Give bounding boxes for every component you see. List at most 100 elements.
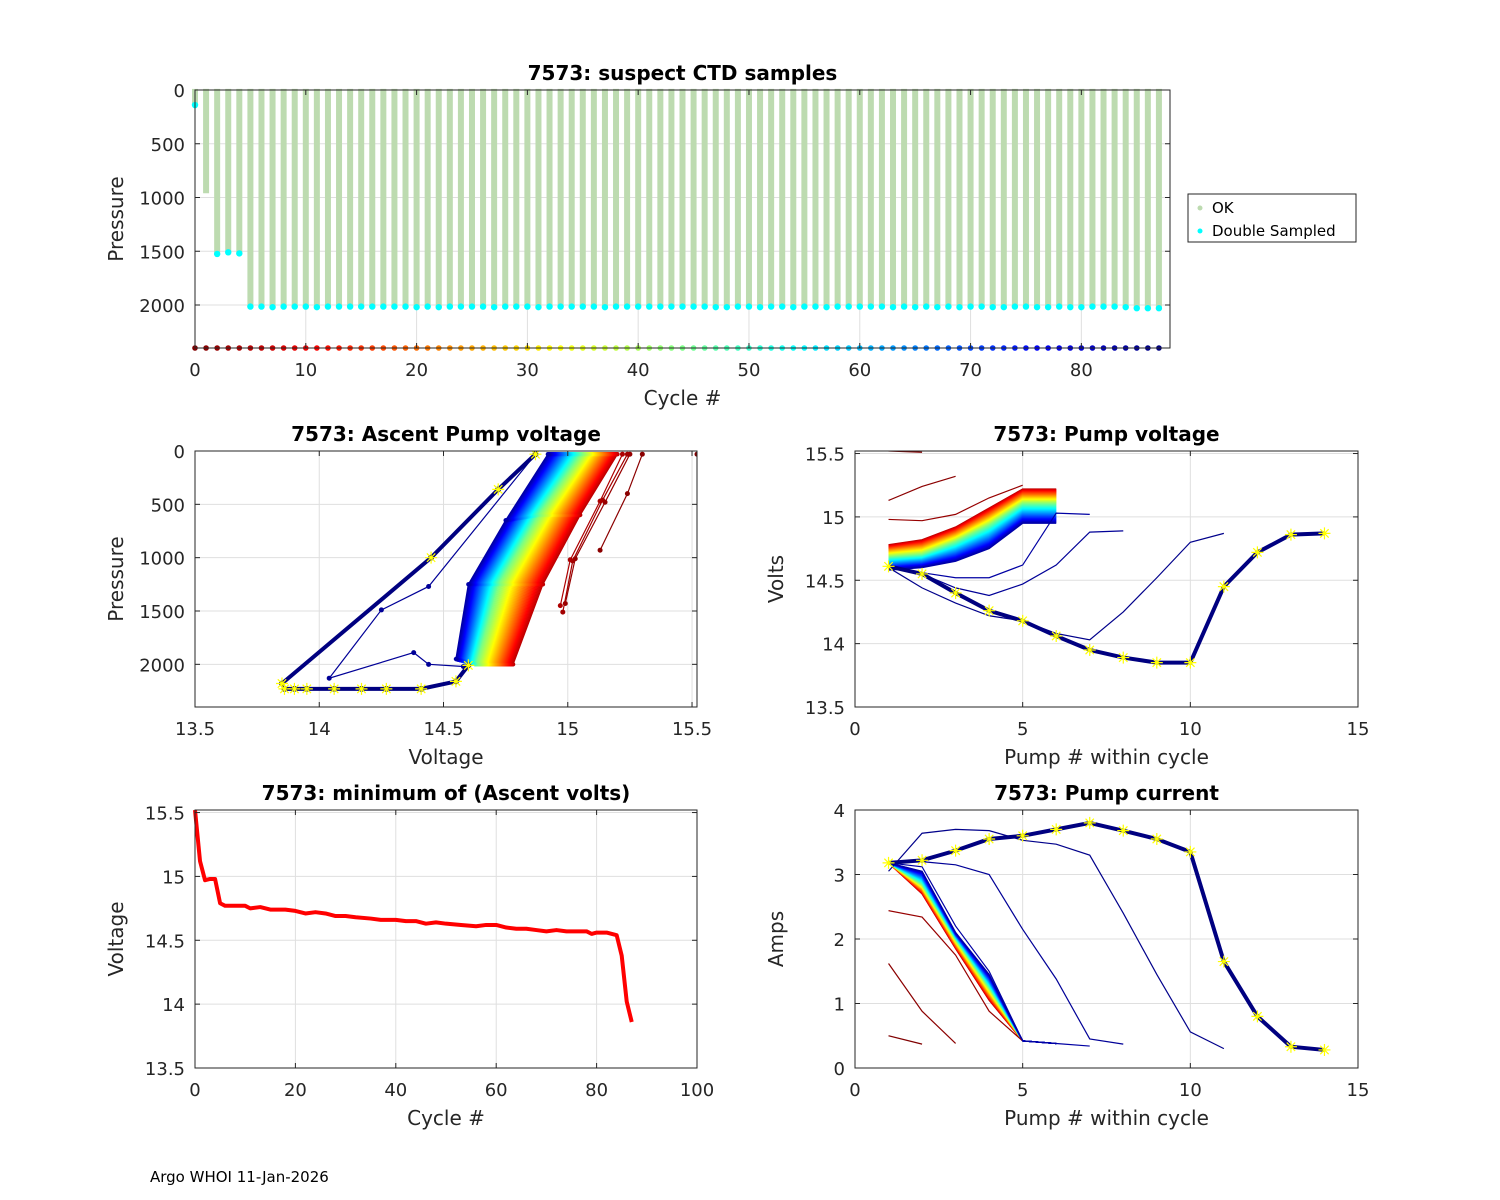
double-sampled-point xyxy=(812,303,819,310)
y-tick-label: 15 xyxy=(822,508,845,529)
cycle-series-line xyxy=(455,453,549,660)
series-point xyxy=(426,583,432,589)
cycle-series-line xyxy=(512,453,619,665)
x-tick-label: 50 xyxy=(738,360,761,381)
y-tick-label: 1 xyxy=(834,995,845,1016)
cycle-series-line xyxy=(559,453,623,606)
double-sampled-point xyxy=(779,303,786,310)
highlight-marker xyxy=(1050,630,1063,643)
double-sampled-point xyxy=(313,303,321,311)
cycle-series-line xyxy=(496,453,603,665)
double-sampled-point xyxy=(767,303,775,310)
double-sampled-point xyxy=(690,303,697,310)
cycle-series-line xyxy=(511,453,618,665)
highlight-marker xyxy=(415,682,428,695)
cycle-series-line xyxy=(888,862,1057,1045)
highlight-marker xyxy=(882,560,895,573)
double-sampled-point xyxy=(1122,303,1129,311)
x-axis-label: Cycle # xyxy=(407,1106,485,1130)
double-sampled-point xyxy=(679,303,686,310)
axes-frame xyxy=(854,450,1359,708)
highlight-marker xyxy=(882,856,895,869)
cycle-series-line xyxy=(479,453,586,665)
x-tick-label: 15 xyxy=(556,719,579,740)
cycle-series-line xyxy=(480,453,587,665)
double-sampled-point xyxy=(1144,305,1152,312)
x-tick-label: 40 xyxy=(627,360,650,381)
double-sampled-point xyxy=(1022,303,1030,310)
plot-area xyxy=(882,451,1331,669)
cycle-series-line xyxy=(485,453,591,665)
highlight-marker xyxy=(355,682,368,695)
double-sampled-point xyxy=(923,303,930,310)
double-sampled-point xyxy=(1078,303,1085,311)
highlight-marker xyxy=(949,586,962,599)
double-sampled-point xyxy=(468,303,476,310)
cycle-series-line xyxy=(476,453,582,665)
x-tick-label: 0 xyxy=(189,360,200,381)
series-point xyxy=(619,451,625,457)
y-tick-label: 1000 xyxy=(139,189,185,210)
x-tick-label: 100 xyxy=(680,1080,714,1101)
highlight-marker xyxy=(1117,651,1130,664)
cycle-series-line xyxy=(492,453,599,665)
y-tick-label: 3 xyxy=(834,866,845,887)
cycle-series-line xyxy=(488,453,594,665)
double-sampled-point xyxy=(280,303,287,310)
y-axis-label: Voltage xyxy=(104,901,128,976)
x-tick-label: 13.5 xyxy=(175,719,215,740)
y-tick-label: 13.5 xyxy=(145,1059,185,1080)
cycle-series-line xyxy=(510,453,617,665)
highlight-marker xyxy=(916,854,929,867)
highlight-marker xyxy=(1217,955,1230,968)
double-sampled-point xyxy=(490,303,498,311)
double-sampled-point xyxy=(945,303,952,310)
y-axis-label: Volts xyxy=(764,555,788,603)
chart-title: 7573: suspect CTD samples xyxy=(528,61,838,85)
highlight-marker xyxy=(328,682,341,695)
series-point xyxy=(624,451,630,457)
y-tick-label: 14 xyxy=(822,635,845,656)
highlight-marker xyxy=(492,483,505,496)
cycle-series-line xyxy=(888,1035,923,1045)
cycle-series-line xyxy=(509,453,616,665)
cycle-series-line xyxy=(498,453,605,665)
chart-title: 7573: Ascent Pump voltage xyxy=(291,422,601,446)
x-tick-label: 0 xyxy=(189,1080,200,1101)
x-tick-label: 70 xyxy=(959,360,982,381)
highlight-marker xyxy=(275,677,288,690)
x-tick-label: 80 xyxy=(1070,360,1093,381)
double-sampled-point xyxy=(967,303,974,310)
double-sampled-point xyxy=(878,303,886,310)
double-sampled-point xyxy=(856,303,863,310)
y-tick-label: 1500 xyxy=(139,602,185,623)
y-tick-label: 0 xyxy=(174,81,185,102)
cycle-series-line xyxy=(888,963,957,1044)
double-sampled-point xyxy=(723,303,731,311)
double-sampled-point xyxy=(335,303,343,310)
double-sampled-point xyxy=(712,303,719,311)
double-sampled-point xyxy=(402,303,409,310)
cycle-series-line xyxy=(507,453,614,665)
double-sampled-point xyxy=(546,303,553,310)
cycle-series-line xyxy=(491,453,597,665)
cycle-series-line xyxy=(888,820,1325,1052)
highlight-marker xyxy=(1284,1040,1297,1053)
double-sampled-point xyxy=(291,303,298,310)
double-sampled-point xyxy=(213,250,221,258)
cycle-series-line xyxy=(888,484,1023,522)
double-sampled-point xyxy=(1011,303,1019,310)
highlight-marker xyxy=(300,682,313,695)
highlight-marker xyxy=(1016,829,1029,842)
cycle-series-line xyxy=(483,453,590,665)
legend-label: Double Sampled xyxy=(1212,222,1336,240)
cycle-series-line xyxy=(487,453,593,665)
highlight-marker xyxy=(1117,824,1130,837)
double-sampled-point xyxy=(801,303,808,310)
x-tick-label: 20 xyxy=(405,360,428,381)
cycle-series-line xyxy=(888,910,1024,1042)
cycle-series-line xyxy=(489,453,595,665)
highlight-marker xyxy=(1083,643,1096,656)
x-tick-label: 5 xyxy=(1017,719,1028,740)
cycle-series-line xyxy=(478,453,585,665)
